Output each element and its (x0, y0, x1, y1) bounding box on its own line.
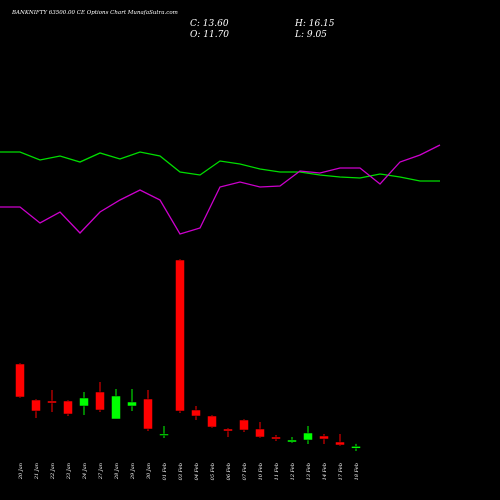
candle-body (335, 441, 345, 446)
high-label: H: 16.15 (294, 19, 335, 29)
candle-body (175, 259, 185, 412)
x-tick-label: 06 Feb (226, 463, 232, 480)
x-tick-label: 14 Feb (322, 463, 328, 480)
x-tick-label: 23 Jan (66, 463, 72, 480)
candle-body (319, 435, 329, 440)
x-tick-label: 07 Feb (242, 463, 248, 480)
candle-body (239, 419, 249, 431)
x-tick-label: 21 Jan (34, 463, 40, 480)
candle-body (287, 439, 297, 443)
x-tick-label: 20 Jan (18, 463, 24, 480)
x-tick-label: 24 Jan (82, 463, 88, 480)
candle-body (79, 397, 89, 407)
indicator-line (0, 144, 441, 235)
candle-body (223, 428, 233, 432)
x-tick-label: 10 Feb (258, 463, 264, 480)
x-tick-label: 29 Jan (130, 463, 136, 480)
candle-body (31, 399, 41, 412)
x-tick-label: 01 Feb (162, 463, 168, 480)
candle-body (111, 395, 121, 420)
x-tick-label: 28 Jan (114, 463, 120, 480)
x-tick-label: 05 Feb (210, 463, 216, 480)
x-tick-label: 11 Feb (274, 463, 280, 480)
x-tick-label: 30 Jan (146, 463, 152, 479)
candle-body (143, 398, 153, 430)
candle-body (271, 436, 281, 440)
candle-body (255, 428, 265, 438)
chart-title: BANKNIFTY 63500.00 CE Options Chart Muna… (11, 10, 178, 16)
candle-body (159, 433, 169, 436)
x-tick-label: 04 Feb (194, 463, 200, 480)
candle-body (207, 415, 217, 428)
x-tick-label: 27 Jan (98, 463, 104, 480)
x-tick-label: 12 Feb (290, 463, 296, 480)
candle-body (95, 391, 105, 411)
x-tick-label: 22 Jan (50, 463, 56, 480)
candle-body (303, 432, 313, 441)
candle-body (127, 401, 137, 407)
candle-body (191, 409, 201, 417)
x-tick-label: 13 Feb (306, 463, 312, 480)
close-label: C: 13.60 (190, 19, 229, 29)
x-tick-label: 18 Feb (354, 463, 360, 480)
candle-body (47, 400, 57, 404)
x-tick-label: 03 Feb (178, 463, 184, 480)
low-label: L: 9.05 (294, 30, 327, 40)
indicator-line (0, 151, 440, 182)
x-tick-label: 17 Feb (338, 463, 344, 480)
candle-body (15, 363, 25, 398)
open-label: O: 11.70 (190, 30, 229, 40)
candle-body (63, 400, 73, 415)
candle-body (351, 446, 361, 449)
